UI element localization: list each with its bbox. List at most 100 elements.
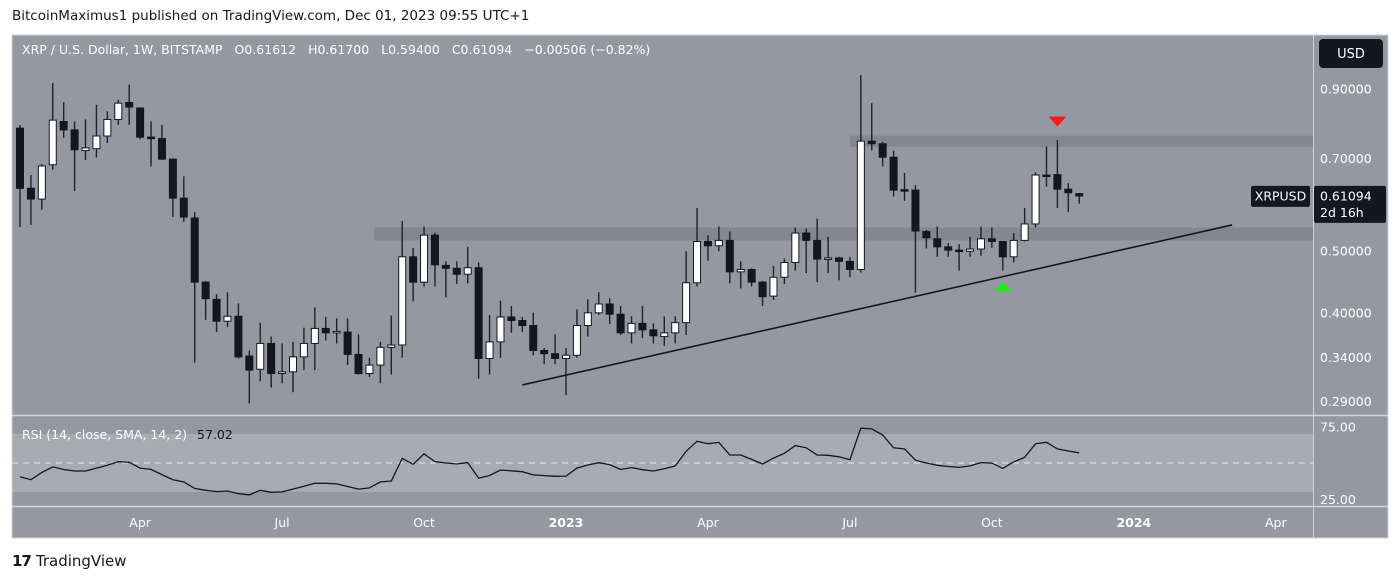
rsi-axis[interactable]: 75.00 25.00 (1320, 419, 1356, 507)
candle (147, 121, 156, 167)
candle (824, 236, 833, 274)
candle (92, 104, 101, 158)
candle-body-down (998, 240, 1007, 258)
candle (256, 322, 265, 382)
candle-body-down (267, 342, 276, 375)
candle-body-down (157, 138, 166, 160)
candle-body-up (572, 325, 581, 356)
candle-body-down (452, 267, 461, 275)
candle (59, 102, 68, 138)
candle-body-down (168, 158, 177, 199)
candle (420, 226, 429, 287)
candle (518, 316, 527, 333)
candle-body-up (682, 282, 691, 324)
resistance-zone (849, 135, 1313, 147)
candle-body-up (92, 135, 101, 150)
candle-body-down (136, 107, 145, 138)
candles-layer (16, 74, 1084, 404)
candle-body-down (1075, 193, 1084, 197)
candle-body-down (430, 234, 439, 266)
candle (48, 82, 57, 170)
candle (638, 306, 647, 339)
candle (398, 220, 407, 358)
candle-body-down (26, 187, 35, 200)
candle (310, 307, 319, 371)
candle-body-up (463, 267, 472, 275)
candle-body-up (114, 102, 123, 120)
candle-body-up (627, 322, 636, 334)
candle (987, 227, 996, 248)
time-axis[interactable]: Apr Jul Oct 2023 Apr Jul Oct 2024 Apr (129, 515, 1287, 530)
candle (955, 244, 964, 271)
candle (278, 343, 287, 384)
rsi-line (19, 427, 1080, 496)
candle-body-up (278, 371, 287, 375)
low-label: L (381, 42, 388, 57)
change-value: −0.00506 (−0.82%) (524, 42, 650, 57)
candle-body-down (845, 260, 854, 270)
candle (627, 316, 636, 344)
candle (998, 240, 1007, 271)
candle (409, 247, 418, 302)
candle-body-down (441, 264, 450, 269)
candle (485, 314, 494, 375)
rsi-legend: RSI (14, close, SMA, 14, 2) 57.02 (22, 427, 233, 442)
price-tick-label: 0.70000 (1320, 151, 1372, 166)
candle (747, 268, 756, 287)
candle (966, 236, 975, 257)
currency-button[interactable]: USD (1319, 39, 1383, 68)
candle (507, 306, 516, 333)
brand-name[interactable]: TradingView (35, 552, 127, 570)
candle (529, 312, 538, 356)
candle-body-down (922, 231, 931, 239)
candle (540, 348, 549, 365)
support-zone (374, 227, 1313, 241)
candle-body-down (212, 298, 221, 322)
candle-body-up (256, 342, 265, 370)
candle (441, 261, 450, 298)
candle-body-up (736, 268, 745, 273)
candle (1075, 193, 1084, 204)
candle (878, 141, 887, 167)
high-value: 0.61700 (317, 42, 369, 57)
candle-body-down (201, 281, 210, 300)
candle-body-up (562, 354, 570, 359)
candle-body-down (835, 257, 843, 262)
candle (933, 226, 942, 257)
candle (562, 348, 570, 395)
candle-body-up (496, 316, 505, 343)
candle-body-down (125, 102, 134, 108)
candle-body-up (671, 322, 680, 334)
candle (616, 306, 625, 336)
candle-body-down (518, 320, 527, 327)
candle (125, 84, 134, 125)
candle-body-down (540, 349, 549, 355)
candle (136, 107, 145, 140)
time-tick-label: Apr (1265, 515, 1287, 530)
candle-body-down (703, 240, 712, 247)
rsi-value: 57.02 (197, 427, 233, 442)
ascending-trendline (522, 224, 1233, 386)
candle (594, 292, 603, 315)
bearish-arrow-icon (1048, 116, 1067, 127)
zones-layer (374, 135, 1313, 241)
candle (223, 292, 232, 327)
rsi-title: RSI (14, close, SMA, 14, 2) (22, 427, 187, 442)
candle (802, 228, 811, 274)
candle-body-up (791, 232, 800, 263)
candle-body-up (780, 261, 789, 278)
candle (769, 265, 778, 301)
candle-body-down (944, 246, 953, 251)
candle (16, 124, 24, 227)
candle-body-up (310, 327, 319, 344)
candle-body-down (638, 322, 647, 331)
high-label: H (308, 42, 317, 57)
time-tick-label: Jul (274, 515, 290, 530)
candle (245, 350, 254, 404)
candle (976, 226, 985, 256)
candle-body-down (190, 217, 199, 283)
candle (70, 121, 79, 191)
candle-body-down (725, 239, 734, 273)
price-axis[interactable]: 0.90000 0.70000 0.50000 0.40000 0.34000 0.290… (1320, 82, 1372, 410)
